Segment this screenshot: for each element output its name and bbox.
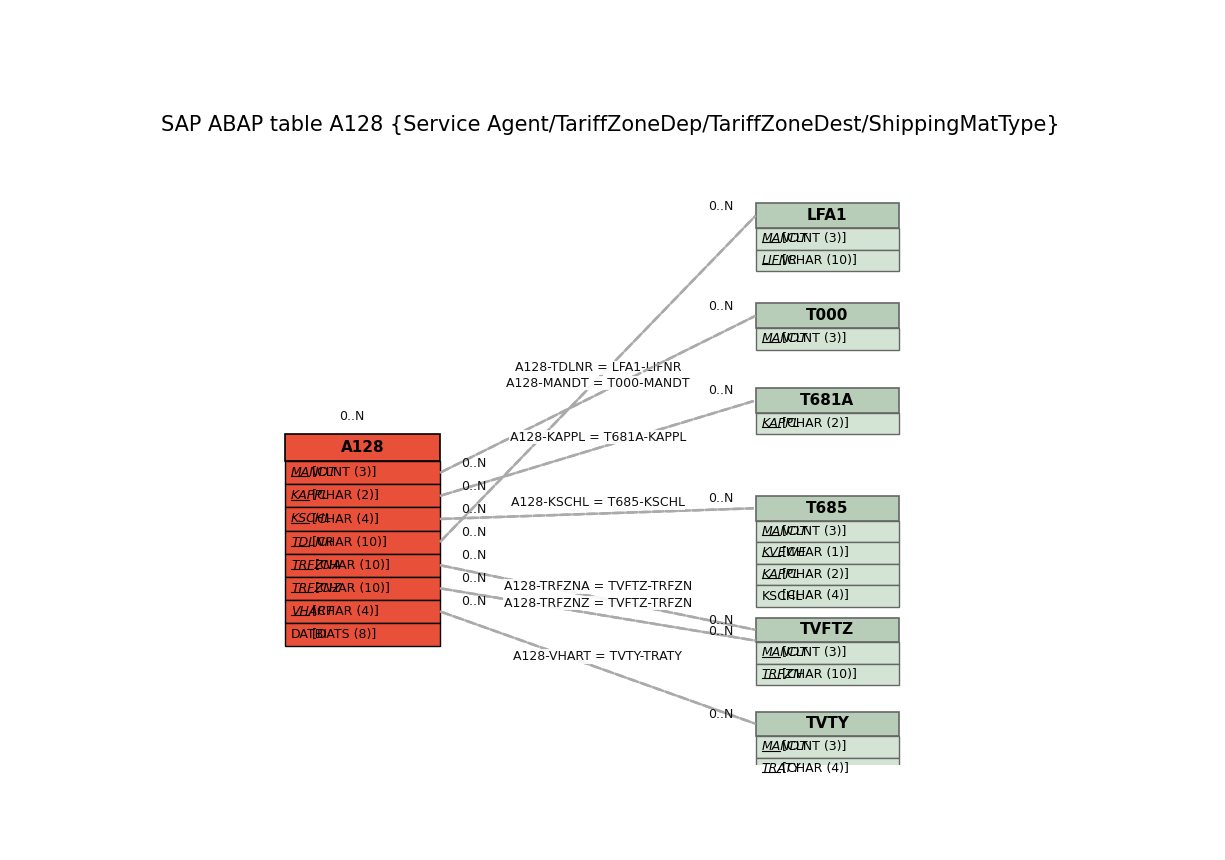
Bar bbox=[285, 531, 440, 554]
Bar bbox=[285, 577, 440, 600]
Bar bbox=[756, 758, 899, 779]
Text: A128-MANDT = T000-MANDT: A128-MANDT = T000-MANDT bbox=[506, 377, 690, 390]
Text: A128-TRFZNA = TVFTZ-TRFZN: A128-TRFZNA = TVFTZ-TRFZN bbox=[503, 580, 692, 593]
Text: 0..N: 0..N bbox=[708, 200, 734, 212]
Text: A128-KAPPL = T681A-KAPPL: A128-KAPPL = T681A-KAPPL bbox=[510, 431, 686, 444]
Bar bbox=[285, 461, 440, 484]
Text: [CHAR (1)]: [CHAR (1)] bbox=[783, 546, 849, 559]
Bar bbox=[756, 249, 899, 271]
Text: KAPPL: KAPPL bbox=[762, 417, 801, 430]
Text: 0..N: 0..N bbox=[462, 550, 488, 562]
Bar bbox=[756, 736, 899, 758]
Text: SAP ABAP table A128 {Service Agent/TariffZoneDep/TariffZoneDest/ShippingMatType}: SAP ABAP table A128 {Service Agent/Tarif… bbox=[160, 114, 1060, 135]
Text: [CHAR (4)]: [CHAR (4)] bbox=[311, 513, 379, 525]
Text: VHART: VHART bbox=[292, 605, 333, 617]
Bar bbox=[756, 304, 899, 328]
Text: TVTY: TVTY bbox=[806, 716, 849, 731]
Text: [CLNT (3)]: [CLNT (3)] bbox=[783, 332, 846, 346]
Text: A128-TDLNR = LFA1-LIFNR: A128-TDLNR = LFA1-LIFNR bbox=[514, 361, 681, 374]
Bar bbox=[285, 623, 440, 646]
Text: 0..N: 0..N bbox=[462, 526, 488, 539]
Text: 0..N: 0..N bbox=[462, 572, 488, 585]
Text: KSCHL: KSCHL bbox=[762, 589, 804, 603]
Text: MANDT: MANDT bbox=[762, 647, 807, 660]
Text: A128-TRFZNZ = TVFTZ-TRFZN: A128-TRFZNZ = TVFTZ-TRFZN bbox=[503, 597, 692, 610]
Text: 0..N: 0..N bbox=[708, 384, 734, 397]
Text: TDLNR: TDLNR bbox=[292, 536, 333, 549]
Text: A128-KSCHL = T685-KSCHL: A128-KSCHL = T685-KSCHL bbox=[511, 496, 685, 509]
Text: [CHAR (10)]: [CHAR (10)] bbox=[311, 536, 386, 549]
Text: [CHAR (2)]: [CHAR (2)] bbox=[311, 489, 379, 502]
Bar bbox=[285, 554, 440, 577]
Bar bbox=[756, 203, 899, 228]
Text: [CLNT (3)]: [CLNT (3)] bbox=[783, 647, 846, 660]
Text: LFA1: LFA1 bbox=[807, 208, 848, 223]
Text: KAPPL: KAPPL bbox=[292, 489, 330, 502]
Text: [CHAR (4)]: [CHAR (4)] bbox=[783, 589, 849, 603]
Text: [CHAR (10)]: [CHAR (10)] bbox=[783, 668, 857, 681]
Text: [CLNT (3)]: [CLNT (3)] bbox=[783, 525, 846, 538]
Text: DATBI: DATBI bbox=[292, 628, 328, 641]
Text: TVFTZ: TVFTZ bbox=[800, 623, 855, 637]
Text: 0..N: 0..N bbox=[462, 480, 488, 493]
Text: [CHAR (10)]: [CHAR (10)] bbox=[315, 582, 390, 595]
Bar bbox=[756, 496, 899, 520]
Bar bbox=[756, 413, 899, 434]
Text: 0..N: 0..N bbox=[708, 492, 734, 505]
Text: TRFZNA: TRFZNA bbox=[292, 559, 341, 572]
Bar bbox=[756, 328, 899, 350]
Text: 0..N: 0..N bbox=[462, 595, 488, 608]
Text: MANDT: MANDT bbox=[292, 466, 337, 479]
Bar bbox=[285, 507, 440, 531]
Bar bbox=[756, 642, 899, 664]
Bar bbox=[756, 520, 899, 542]
Text: [CHAR (2)]: [CHAR (2)] bbox=[783, 417, 849, 430]
Text: 0..N: 0..N bbox=[462, 503, 488, 516]
Text: MANDT: MANDT bbox=[762, 332, 807, 346]
Text: 0..N: 0..N bbox=[708, 624, 734, 637]
Text: 0..N: 0..N bbox=[462, 457, 488, 470]
Bar bbox=[756, 563, 899, 585]
Text: TRFZNZ: TRFZNZ bbox=[292, 582, 342, 595]
Text: [CLNT (3)]: [CLNT (3)] bbox=[311, 466, 376, 479]
Bar bbox=[756, 617, 899, 642]
Text: [CHAR (10)]: [CHAR (10)] bbox=[783, 254, 857, 267]
Bar bbox=[756, 664, 899, 685]
Text: MANDT: MANDT bbox=[762, 740, 807, 753]
Text: [CHAR (4)]: [CHAR (4)] bbox=[311, 605, 379, 617]
Bar bbox=[756, 388, 899, 413]
Bar bbox=[756, 711, 899, 736]
Text: MANDT: MANDT bbox=[762, 525, 807, 538]
Text: MANDT: MANDT bbox=[762, 232, 807, 245]
Bar bbox=[756, 228, 899, 249]
Bar bbox=[285, 434, 440, 461]
Bar bbox=[285, 484, 440, 507]
Text: 0..N: 0..N bbox=[708, 299, 734, 313]
Text: 0..N: 0..N bbox=[339, 409, 365, 423]
Text: [CHAR (10)]: [CHAR (10)] bbox=[315, 559, 390, 572]
Text: TRATY: TRATY bbox=[762, 762, 801, 775]
Text: LIFNR: LIFNR bbox=[762, 254, 797, 267]
Text: T681A: T681A bbox=[800, 393, 855, 408]
Text: TRFZN: TRFZN bbox=[762, 668, 804, 681]
Text: A128: A128 bbox=[341, 440, 385, 455]
Text: [DATS (8)]: [DATS (8)] bbox=[311, 628, 376, 641]
Bar bbox=[285, 600, 440, 623]
Text: KVEWE: KVEWE bbox=[762, 546, 807, 559]
Text: T685: T685 bbox=[806, 501, 849, 516]
Bar bbox=[756, 585, 899, 607]
Text: [CHAR (2)]: [CHAR (2)] bbox=[783, 568, 849, 581]
Text: A128-VHART = TVTY-TRATY: A128-VHART = TVTY-TRATY bbox=[513, 650, 682, 663]
Bar bbox=[756, 542, 899, 563]
Text: [CLNT (3)]: [CLNT (3)] bbox=[783, 740, 846, 753]
Text: 0..N: 0..N bbox=[708, 614, 734, 627]
Text: KSCHL: KSCHL bbox=[292, 513, 332, 525]
Text: 0..N: 0..N bbox=[708, 708, 734, 721]
Text: [CLNT (3)]: [CLNT (3)] bbox=[783, 232, 846, 245]
Text: KAPPL: KAPPL bbox=[762, 568, 801, 581]
Text: T000: T000 bbox=[806, 308, 849, 323]
Text: [CHAR (4)]: [CHAR (4)] bbox=[783, 762, 849, 775]
